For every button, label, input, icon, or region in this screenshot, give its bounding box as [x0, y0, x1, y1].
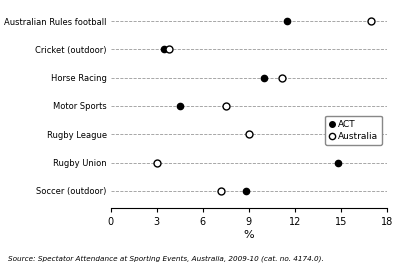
Text: Source: Spectator Attendance at Sporting Events, Australia, 2009-10 (cat. no. 41: Source: Spectator Attendance at Sporting… — [8, 256, 324, 262]
X-axis label: %: % — [243, 230, 254, 240]
Legend: ACT, Australia: ACT, Australia — [325, 116, 382, 145]
